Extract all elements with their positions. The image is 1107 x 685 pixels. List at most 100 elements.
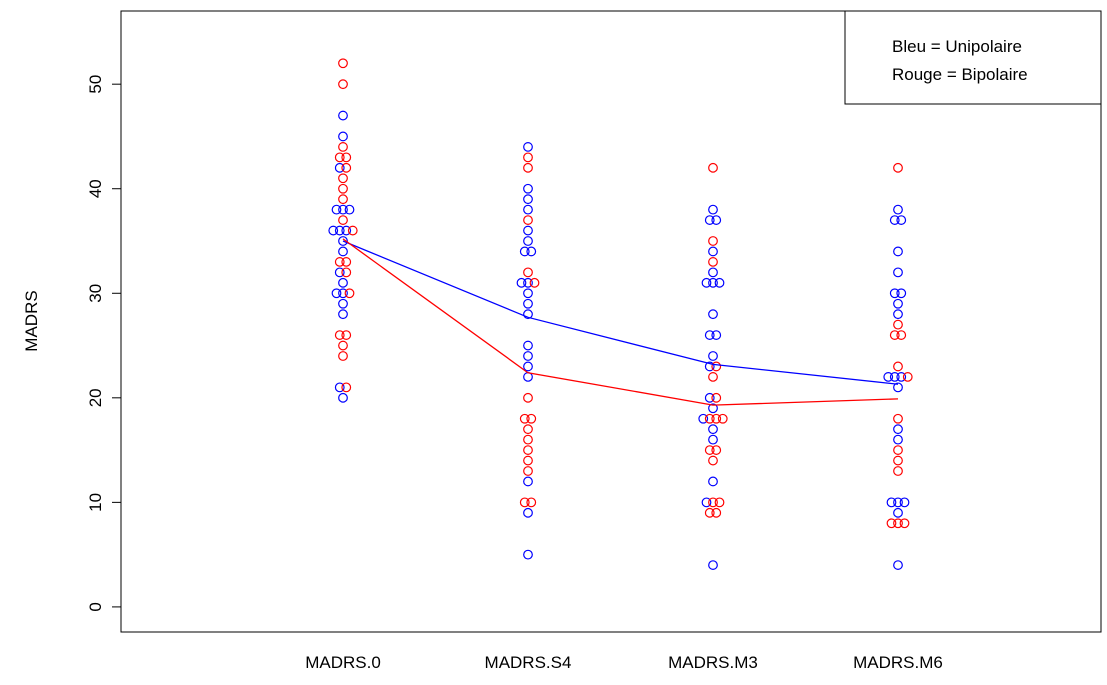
point-bipolaire [893, 413, 903, 424]
point-unipolaire [334, 225, 345, 236]
x-tick-label: MADRS.M6 [853, 653, 943, 672]
point-unipolaire [519, 246, 530, 257]
point-unipolaire [708, 309, 718, 320]
y-axis-title: MADRS [22, 290, 41, 351]
point-unipolaire [328, 225, 339, 236]
legend: Bleu = Unipolaire Rouge = Bipolaire [844, 10, 1102, 105]
point-unipolaire [523, 225, 533, 236]
point-bipolaire [893, 361, 903, 372]
y-tick-label: 10 [86, 493, 105, 512]
point-unipolaire [899, 497, 910, 508]
point-bipolaire [708, 372, 718, 382]
point-unipolaire [708, 434, 718, 445]
point-unipolaire [523, 204, 533, 215]
point-bipolaire [708, 455, 718, 466]
point-bipolaire [338, 351, 348, 361]
point-bipolaire [708, 257, 718, 267]
point-unipolaire [896, 215, 907, 225]
point-unipolaire [338, 309, 348, 320]
point-bipolaire [717, 413, 728, 424]
point-unipolaire [889, 288, 900, 299]
point-bipolaire [341, 257, 352, 267]
point-unipolaire [338, 110, 348, 121]
point-unipolaire [338, 288, 348, 299]
point-unipolaire [711, 330, 722, 340]
point-bipolaire [902, 372, 913, 382]
data-points [328, 58, 913, 570]
point-unipolaire [889, 372, 900, 382]
plot-frame [120, 10, 1102, 633]
point-bipolaire [338, 183, 348, 194]
point-unipolaire [523, 549, 533, 560]
point-bipolaire [886, 518, 897, 529]
point-unipolaire [893, 204, 903, 215]
point-unipolaire [523, 476, 533, 487]
y-tick-label: 40 [86, 179, 105, 198]
point-bipolaire [334, 257, 345, 267]
point-bipolaire [893, 319, 903, 330]
point-bipolaire [523, 392, 533, 403]
point-bipolaire [708, 162, 718, 173]
point-unipolaire [893, 507, 903, 518]
point-unipolaire [523, 142, 533, 152]
point-bipolaire [899, 518, 910, 529]
point-bipolaire [893, 162, 903, 173]
point-unipolaire [523, 288, 533, 299]
point-unipolaire [893, 309, 903, 320]
point-bipolaire [523, 445, 533, 455]
point-unipolaire [893, 267, 903, 278]
point-bipolaire [341, 267, 352, 278]
point-bipolaire [338, 79, 348, 90]
point-bipolaire [523, 466, 533, 476]
point-unipolaire [708, 351, 718, 361]
point-bipolaire [338, 173, 348, 184]
point-unipolaire [886, 497, 897, 508]
point-bipolaire [334, 152, 345, 163]
legend-box [844, 10, 1102, 105]
point-unipolaire [698, 413, 709, 424]
point-unipolaire [893, 246, 903, 257]
point-unipolaire [704, 361, 715, 372]
point-bipolaire [523, 215, 533, 225]
point-unipolaire [523, 194, 533, 205]
point-unipolaire [701, 277, 712, 288]
mean-line-unipolaire [342, 240, 899, 385]
point-unipolaire [331, 204, 342, 215]
point-bipolaire [529, 277, 540, 288]
point-bipolaire [711, 413, 722, 424]
point-bipolaire [523, 152, 533, 163]
point-unipolaire [896, 372, 907, 382]
point-bipolaire [523, 267, 533, 278]
point-unipolaire [893, 298, 903, 309]
point-unipolaire [893, 434, 903, 445]
point-bipolaire [526, 497, 537, 508]
point-bipolaire [704, 445, 715, 455]
point-unipolaire [341, 225, 352, 236]
point-bipolaire [896, 330, 907, 340]
point-unipolaire [883, 372, 894, 382]
point-unipolaire [708, 267, 718, 278]
point-bipolaire [338, 194, 348, 205]
point-unipolaire [893, 382, 903, 393]
point-unipolaire [708, 424, 718, 435]
point-bipolaire [523, 424, 533, 435]
y-axis: 0 10 20 30 40 50 [86, 75, 121, 612]
point-bipolaire [714, 497, 725, 508]
x-axis-labels: MADRS.0 MADRS.S4 MADRS.M3 MADRS.M6 [305, 653, 943, 672]
point-unipolaire [338, 298, 348, 309]
point-bipolaire [341, 382, 352, 393]
point-unipolaire [523, 309, 533, 320]
point-bipolaire [526, 413, 537, 424]
point-unipolaire [893, 560, 903, 570]
point-bipolaire [338, 215, 348, 225]
point-unipolaire [711, 215, 722, 225]
point-unipolaire [896, 288, 907, 299]
point-bipolaire [341, 162, 352, 173]
y-tick-label: 0 [86, 602, 105, 611]
point-bipolaire [523, 455, 533, 466]
point-bipolaire [708, 497, 718, 508]
point-unipolaire [708, 560, 718, 570]
point-unipolaire [708, 277, 718, 288]
point-unipolaire [338, 204, 348, 215]
point-unipolaire [704, 215, 715, 225]
